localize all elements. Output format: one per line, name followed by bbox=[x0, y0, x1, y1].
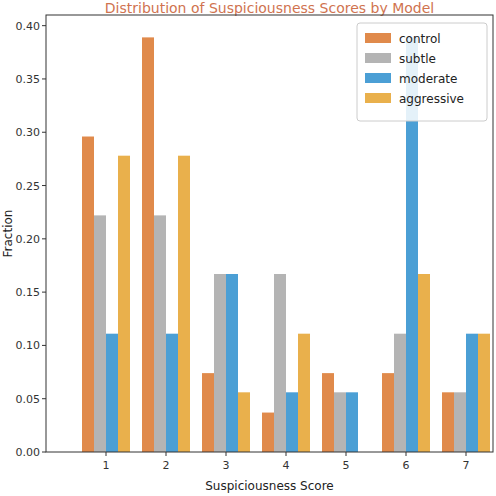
y-tick bbox=[42, 185, 46, 186]
bar bbox=[286, 392, 298, 452]
plot-frame bbox=[46, 15, 493, 452]
bar bbox=[226, 274, 238, 452]
bars bbox=[82, 37, 490, 452]
y-tick bbox=[42, 292, 46, 293]
y-tick-label: 0.30 bbox=[16, 126, 41, 139]
bar bbox=[82, 137, 94, 452]
x-tick-label: 3 bbox=[223, 459, 230, 472]
x-tick-label: 7 bbox=[463, 459, 470, 472]
x-tick-label: 1 bbox=[103, 459, 110, 472]
y-tick-label: 0.20 bbox=[16, 233, 41, 246]
bar bbox=[478, 334, 490, 452]
y-tick bbox=[42, 452, 46, 453]
bar bbox=[418, 274, 430, 452]
bar bbox=[394, 334, 406, 452]
chart: Distribution of Suspiciousness Scores by… bbox=[0, 0, 496, 496]
x-tick bbox=[106, 452, 107, 456]
legend-label: control bbox=[399, 32, 441, 46]
y-tick bbox=[42, 132, 46, 133]
bar bbox=[454, 392, 466, 452]
bar bbox=[262, 413, 274, 452]
x-tick bbox=[286, 452, 287, 456]
y-tick-label: 0.10 bbox=[16, 339, 41, 352]
y-tick-label: 0.05 bbox=[16, 393, 41, 406]
y-tick-label: 0.35 bbox=[16, 73, 41, 86]
x-tick-label: 4 bbox=[283, 459, 290, 472]
y-tick-label: 0.15 bbox=[16, 286, 41, 299]
bar bbox=[442, 392, 454, 452]
legend-label: aggressive bbox=[399, 92, 464, 106]
bar bbox=[346, 392, 358, 452]
y-tick bbox=[42, 238, 46, 239]
bar bbox=[382, 373, 394, 452]
y-tick bbox=[42, 25, 46, 26]
y-tick bbox=[42, 398, 46, 399]
bar bbox=[178, 156, 190, 452]
y-axis-label: Fraction bbox=[1, 210, 15, 258]
x-tick bbox=[226, 452, 227, 456]
legend-swatch bbox=[365, 93, 391, 103]
legend: control subtle moderate aggressive bbox=[357, 23, 487, 121]
y-tick-label: 0.00 bbox=[16, 446, 41, 459]
bar bbox=[334, 392, 346, 452]
x-tick-label: 2 bbox=[163, 459, 170, 472]
bar bbox=[322, 373, 334, 452]
x-axis-label: Suspiciousness Score bbox=[205, 479, 333, 493]
x-tick bbox=[166, 452, 167, 456]
bar bbox=[298, 334, 310, 452]
bar bbox=[154, 215, 166, 452]
y-tick bbox=[42, 345, 46, 346]
legend-swatch bbox=[365, 73, 391, 83]
bar bbox=[118, 156, 130, 452]
bar bbox=[466, 334, 478, 452]
y-tick-label: 0.25 bbox=[16, 180, 41, 193]
legend-swatch bbox=[365, 33, 391, 43]
bar bbox=[238, 392, 250, 452]
bar bbox=[214, 274, 226, 452]
x-tick bbox=[346, 452, 347, 456]
x-tick-label: 5 bbox=[343, 459, 350, 472]
legend-label: subtle bbox=[399, 52, 436, 66]
x-tick bbox=[466, 452, 467, 456]
bar bbox=[202, 373, 214, 452]
bar bbox=[94, 215, 106, 452]
title: Distribution of Suspiciousness Scores by… bbox=[105, 0, 434, 16]
bar bbox=[142, 37, 154, 452]
bar bbox=[106, 334, 118, 452]
bar bbox=[274, 274, 286, 452]
legend-swatch bbox=[365, 53, 391, 63]
legend-box bbox=[357, 23, 487, 121]
x-tick-label: 6 bbox=[403, 459, 410, 472]
y-tick-label: 0.40 bbox=[16, 20, 41, 33]
x-tick bbox=[406, 452, 407, 456]
y-tick bbox=[42, 78, 46, 79]
bar bbox=[166, 334, 178, 452]
legend-label: moderate bbox=[399, 72, 457, 86]
